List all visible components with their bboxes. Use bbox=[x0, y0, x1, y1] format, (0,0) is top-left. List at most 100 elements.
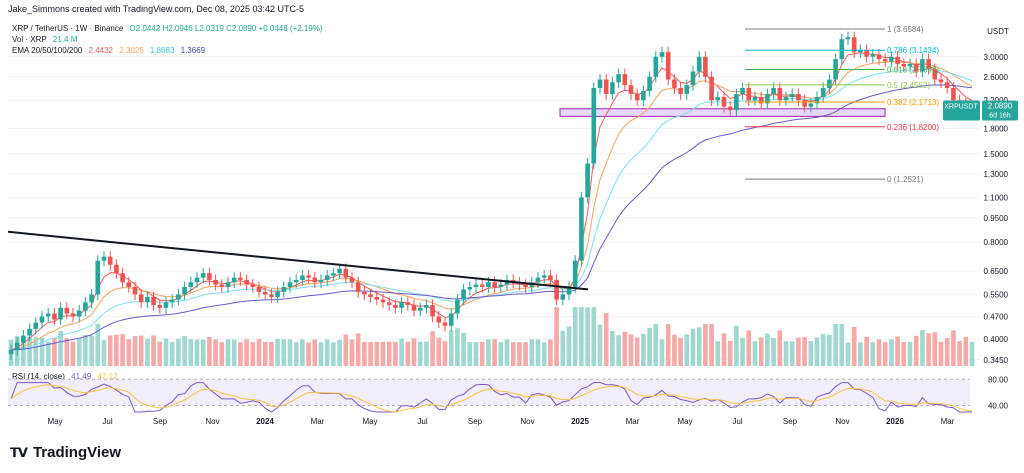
volume-bar bbox=[52, 337, 57, 366]
volume-bar bbox=[293, 342, 299, 366]
candle-body bbox=[343, 268, 349, 278]
volume-bar bbox=[932, 332, 938, 366]
volume-bar bbox=[275, 338, 280, 366]
candle-body bbox=[70, 313, 76, 317]
candle-body bbox=[771, 88, 776, 94]
candle-body bbox=[814, 97, 820, 104]
volume-bar bbox=[479, 342, 485, 366]
price-tick-label: 1.5000 bbox=[984, 150, 1009, 159]
candle-body bbox=[486, 282, 491, 287]
legend-volume-label[interactable]: Vol · XRP bbox=[12, 35, 47, 44]
volume-bar bbox=[690, 328, 696, 366]
volume-bar bbox=[194, 339, 200, 366]
candle-body bbox=[789, 93, 795, 98]
candle-body bbox=[33, 322, 39, 329]
time-tick-label: Sep bbox=[153, 417, 168, 426]
volume-bar bbox=[752, 341, 758, 366]
volume-bar bbox=[510, 342, 516, 366]
candle-body bbox=[64, 307, 70, 314]
time-tick-label: Nov bbox=[835, 417, 849, 426]
candle-body bbox=[926, 59, 931, 69]
candle-body bbox=[944, 82, 950, 89]
volume-bar bbox=[610, 330, 615, 366]
candle-body bbox=[430, 305, 435, 317]
volume-bar bbox=[138, 335, 144, 366]
candle-body bbox=[839, 39, 845, 60]
legend-symbol[interactable]: XRP / TetherUS · 1W · Binance bbox=[12, 24, 124, 33]
candle-body bbox=[951, 88, 956, 101]
volume-bar bbox=[467, 342, 473, 366]
candle-body bbox=[827, 79, 832, 89]
candle-body bbox=[355, 282, 361, 292]
candle-body bbox=[851, 37, 857, 53]
volume-bar bbox=[151, 335, 156, 366]
volume-bar bbox=[746, 330, 752, 366]
volume-bar bbox=[839, 324, 845, 366]
candle-body bbox=[746, 88, 752, 101]
candle-body bbox=[306, 275, 311, 278]
volume-bar bbox=[83, 335, 88, 366]
volume-bar bbox=[380, 341, 386, 366]
legend-ema20: 2.4432 bbox=[88, 46, 113, 55]
volume-bar bbox=[771, 337, 776, 366]
candle-body bbox=[479, 284, 485, 287]
volume-bar bbox=[349, 339, 355, 366]
legend-ema50: 2.3026 bbox=[119, 46, 144, 55]
candle-body bbox=[231, 277, 237, 283]
candle-body bbox=[938, 79, 944, 83]
time-tick-label: Nov bbox=[205, 417, 219, 426]
candle-body bbox=[876, 54, 882, 60]
candle-body bbox=[727, 106, 733, 111]
volume-bar bbox=[864, 336, 869, 366]
candle-body bbox=[889, 56, 894, 62]
candle-body bbox=[455, 299, 460, 314]
tradingview-logo[interactable]: 𝗧𝗩 TradingView bbox=[10, 444, 121, 461]
volume-bar bbox=[231, 339, 237, 366]
volume-bar bbox=[517, 342, 522, 366]
volume-bar bbox=[591, 307, 597, 366]
volume-bar bbox=[64, 338, 70, 366]
candle-body bbox=[275, 291, 280, 298]
candle-body bbox=[374, 297, 380, 300]
volume-bar bbox=[126, 339, 132, 366]
candle-body bbox=[920, 59, 925, 72]
candle-body bbox=[393, 305, 398, 308]
volume-bar bbox=[45, 341, 51, 366]
volume-bar bbox=[101, 340, 107, 366]
candle-body bbox=[641, 90, 646, 101]
volume-bar bbox=[95, 324, 101, 366]
time-tick-label: May bbox=[677, 417, 692, 426]
volume-bar bbox=[114, 334, 119, 366]
volume-bar bbox=[963, 336, 969, 366]
candle-body bbox=[14, 342, 20, 350]
volume-bar bbox=[287, 339, 293, 366]
candle-body bbox=[417, 307, 423, 311]
time-tick-label: Sep bbox=[783, 417, 798, 426]
price-tick-label: 0.6500 bbox=[984, 267, 1009, 276]
volume-bar bbox=[486, 339, 491, 366]
volume-bar bbox=[498, 342, 504, 366]
volume-bar bbox=[827, 334, 832, 366]
candle-body bbox=[820, 88, 826, 98]
legend-symbol-row: XRP / TetherUS · 1W · Binance O2.0442 H2… bbox=[12, 24, 327, 33]
volume-bar bbox=[969, 341, 975, 366]
support-zone bbox=[559, 108, 886, 117]
time-tick-label: May bbox=[47, 417, 62, 426]
volume-bar bbox=[684, 334, 690, 366]
candle-body bbox=[269, 294, 274, 298]
volume-bar bbox=[913, 335, 919, 366]
candle-body bbox=[89, 294, 94, 303]
legend-rsi-label[interactable]: RSI (14, close) bbox=[12, 372, 65, 381]
volume-bar bbox=[300, 339, 305, 366]
candle-body bbox=[399, 302, 404, 308]
candle-body bbox=[331, 273, 336, 276]
volume-bar bbox=[188, 339, 194, 366]
volume-bar bbox=[312, 339, 318, 366]
legend-ema200: 1.3669 bbox=[180, 46, 206, 55]
candle-body bbox=[777, 88, 783, 101]
legend-ema-label[interactable]: EMA 20/50/100/200 bbox=[12, 46, 83, 55]
price-tick-label: 2.6000 bbox=[984, 73, 1009, 82]
volume-bar bbox=[765, 333, 770, 366]
candle-body bbox=[145, 297, 150, 303]
